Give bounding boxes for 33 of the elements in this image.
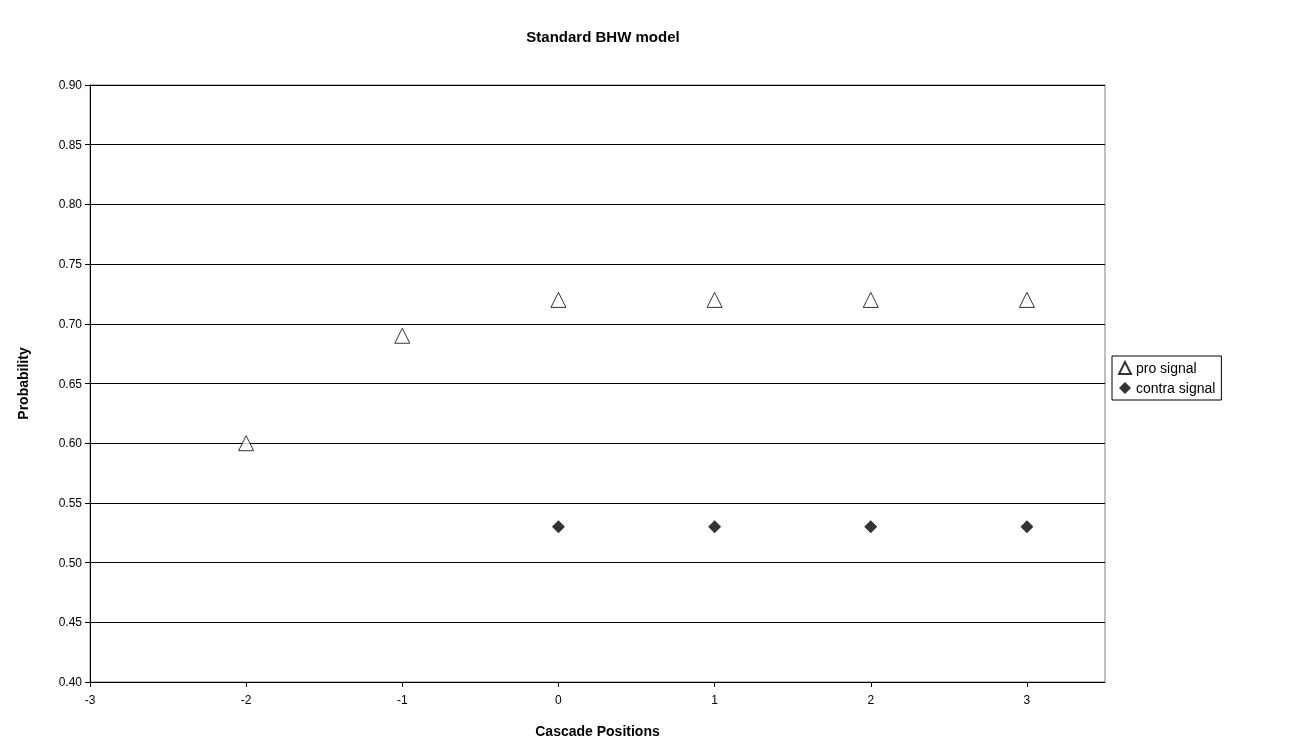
x-axis-title: Cascade Positions: [535, 723, 660, 739]
y-tick-label: 0.45: [58, 615, 83, 630]
point: [394, 327, 411, 344]
x-tick-label: -2: [240, 693, 252, 707]
point: [238, 435, 255, 452]
point: [706, 291, 723, 308]
legend-label: pro signal: [1136, 360, 1197, 376]
point: [864, 520, 878, 534]
x-tick-label: -1: [396, 693, 408, 707]
y-tick-label: 0.75: [58, 257, 83, 272]
x-tick-label: 2: [867, 693, 875, 707]
y-tick-label: 0.65: [58, 376, 83, 391]
y-tick-label: 0.70: [58, 316, 83, 331]
y-tick-label: 0.85: [58, 137, 83, 152]
x-tick-label: 3: [1023, 693, 1031, 707]
x-tick-label: -3: [84, 693, 96, 707]
point: [1018, 291, 1035, 308]
legend-label: contra signal: [1136, 380, 1216, 396]
point: [550, 291, 567, 308]
x-tick-label: 0: [555, 693, 563, 707]
point: [862, 291, 879, 308]
y-tick-label: 0.60: [58, 436, 83, 451]
y-tick-label: 0.90: [58, 78, 83, 92]
point: [551, 520, 565, 534]
x-tick-label: 1: [711, 693, 719, 707]
y-tick-label: 0.50: [58, 555, 83, 570]
y-axis-title: Probability: [15, 347, 31, 420]
y-tick-label: 0.80: [58, 197, 83, 212]
point: [1020, 520, 1034, 534]
chart-title: Standard BHW model: [526, 28, 680, 45]
point: [708, 520, 722, 534]
y-tick-label: 0.40: [58, 675, 83, 689]
y-tick-label: 0.55: [58, 495, 83, 510]
